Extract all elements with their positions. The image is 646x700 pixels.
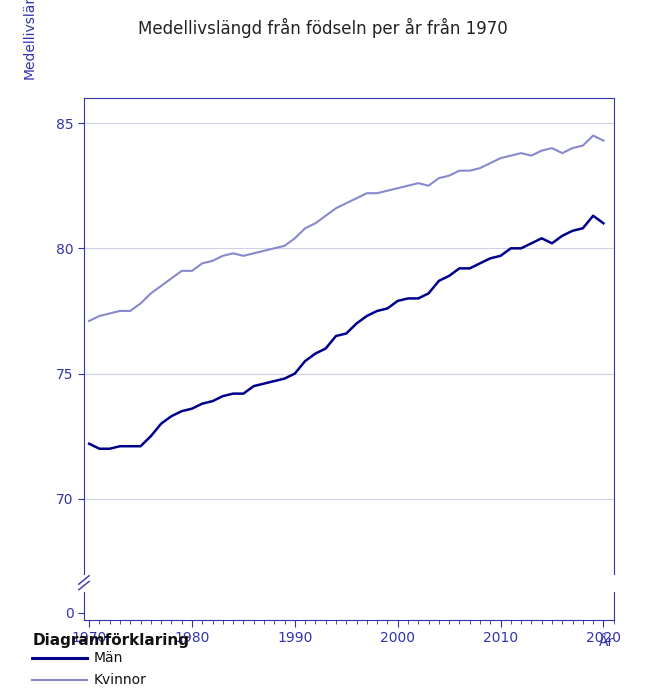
X-axis label: År: År — [598, 635, 614, 649]
Text: Diagramförklaring: Diagramförklaring — [32, 634, 189, 648]
Text: Män: Män — [94, 651, 123, 665]
Text: Medellivslängd från födseln per år från 1970: Medellivslängd från födseln per år från … — [138, 18, 508, 38]
Text: Kvinnor: Kvinnor — [94, 673, 147, 687]
Y-axis label: Medellivslängd: Medellivslängd — [23, 0, 36, 79]
